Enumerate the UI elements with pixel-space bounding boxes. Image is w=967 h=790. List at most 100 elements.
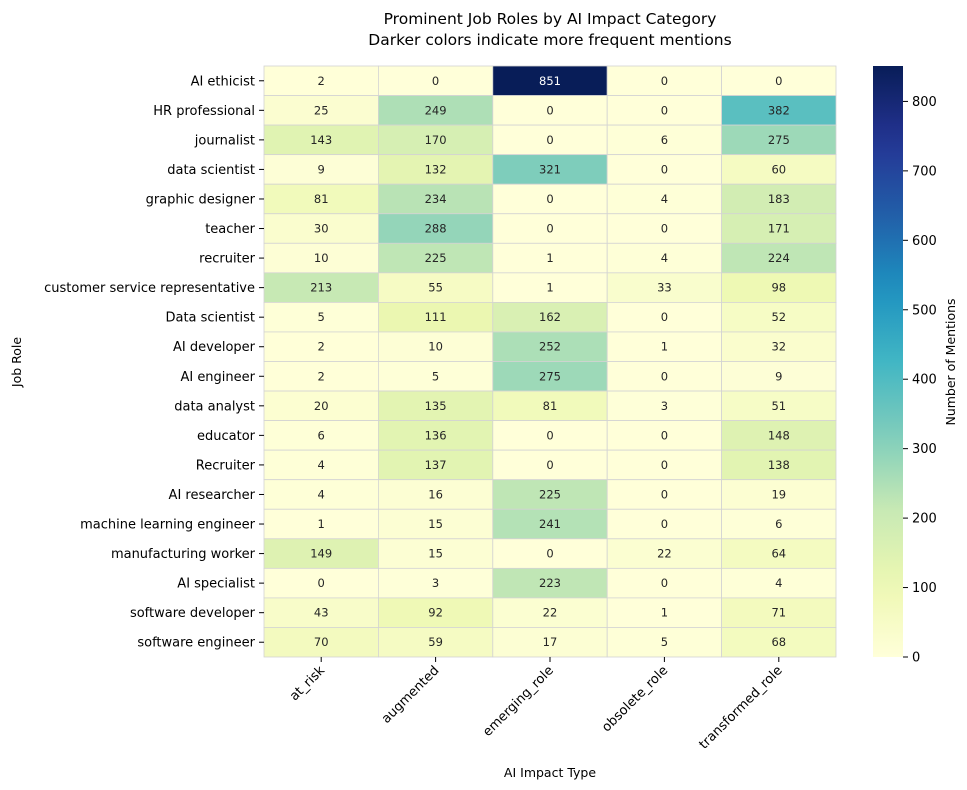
cell-value-label: 0 (775, 74, 782, 88)
cell-value-label: 4 (318, 487, 325, 501)
heatmap-cell (721, 272, 837, 303)
colorbar-label: Number of Mentions (943, 298, 958, 425)
cell-value-label: 183 (768, 192, 790, 206)
cell-value-label: 9 (775, 369, 782, 383)
cell-value-label: 0 (661, 576, 668, 590)
heatmap-cell (377, 538, 494, 569)
heatmap-cell (721, 449, 837, 481)
cell-value-label: 60 (771, 162, 786, 176)
cell-value-label: 138 (768, 458, 790, 472)
heatmap-cell (721, 479, 837, 510)
cell-value-label: 0 (546, 103, 553, 117)
cell-value-label: 55 (428, 281, 443, 295)
y-tick-label: Data scientist (165, 311, 255, 326)
cell-value-label: 15 (428, 547, 443, 561)
cell-value-label: 0 (661, 517, 668, 531)
y-tick-label: AI ethicist (191, 74, 255, 89)
heatmap-cell (721, 183, 837, 215)
heatmap-cell (492, 213, 608, 244)
cell-value-label: 9 (318, 162, 325, 176)
cell-value-label: 3 (661, 399, 668, 413)
y-tick-label: AI specialist (177, 577, 255, 592)
heatmap-cell (492, 479, 608, 510)
y-tick-label: customer service representative (44, 281, 255, 296)
cell-value-label: 275 (768, 133, 790, 147)
heatmap-cell (721, 301, 837, 333)
heatmap-cell (377, 272, 494, 303)
colorbar-tick-label: 700 (912, 164, 937, 179)
heatmap-cell (721, 567, 837, 599)
cell-value-label: 33 (657, 281, 672, 295)
heatmap-cell (721, 361, 837, 392)
cell-value-label: 4 (775, 576, 782, 590)
y-tick-label: manufacturing worker (111, 547, 256, 562)
y-tick-label: AI engineer (180, 370, 255, 385)
x-tick-label: augmented (379, 663, 442, 726)
y-tick-label: Recruiter (196, 458, 256, 473)
x-tick-label: emerging_role (480, 663, 557, 740)
cell-value-label: 64 (771, 547, 786, 561)
heatmap-cell (606, 479, 723, 510)
heatmap-cell (492, 567, 608, 599)
heatmap-cell (377, 213, 494, 244)
heatmap-cell (263, 331, 379, 362)
cell-value-label: 321 (539, 162, 561, 176)
cell-value-label: 51 (771, 399, 786, 413)
heatmap-cell (492, 627, 608, 658)
heatmap-cell (606, 154, 723, 185)
y-tick-label: data scientist (167, 163, 255, 178)
cell-value-label: 30 (314, 222, 329, 236)
heatmap-cell (721, 213, 837, 244)
cell-value-label: 6 (775, 517, 782, 531)
x-tick-labels: at_risk augmented emerging_role obsolete_ro… (287, 657, 786, 752)
heatmap-cell (606, 538, 723, 569)
cell-value-label: 1 (661, 606, 668, 620)
cell-value-label: 135 (425, 399, 447, 413)
heatmap-cell (492, 65, 608, 96)
cell-value-label: 132 (425, 162, 447, 176)
heatmap-cell (721, 538, 837, 569)
heatmap-cell (263, 272, 379, 303)
cell-value-label: 1 (546, 281, 553, 295)
cell-value-label: 15 (428, 517, 443, 531)
colorbar-tick-label: 200 (912, 512, 937, 527)
cell-value-label: 162 (539, 310, 561, 324)
cell-value-label: 275 (539, 369, 561, 383)
y-tick-label: educator (197, 429, 256, 444)
y-tick-label: graphic designer (146, 192, 256, 207)
cell-value-label: 0 (661, 487, 668, 501)
heatmap-cell (606, 213, 723, 244)
heatmap-cell (721, 95, 837, 126)
cell-value-label: 70 (314, 635, 329, 649)
cell-value-label: 19 (771, 487, 786, 501)
cell-value-label: 137 (425, 458, 447, 472)
y-tick-label: AI researcher (169, 488, 256, 503)
heatmap-cell (263, 65, 379, 96)
cell-value-label: 148 (768, 428, 790, 442)
cell-value-label: 5 (318, 310, 325, 324)
heatmap-cell (606, 331, 723, 362)
heatmap-cell (263, 627, 379, 658)
cell-value-label: 0 (661, 162, 668, 176)
y-axis-label: Job Role (9, 337, 24, 388)
cell-value-label: 4 (661, 192, 668, 206)
heatmap-cell (606, 449, 723, 481)
cell-value-label: 0 (546, 428, 553, 442)
heatmap-cell (492, 95, 608, 126)
x-tick-label: transformed_role (696, 663, 785, 752)
heatmap-cell (263, 420, 379, 451)
cell-value-label: 22 (543, 606, 558, 620)
cell-value-label: 0 (661, 428, 668, 442)
heatmap-cell (721, 597, 837, 628)
heatmap-cell (492, 538, 608, 569)
cell-value-label: 224 (768, 251, 790, 265)
cell-value-label: 1 (318, 517, 325, 531)
cell-value-label: 92 (428, 606, 443, 620)
heatmap-cell (492, 301, 608, 333)
cell-value-label: 241 (539, 517, 561, 531)
cell-value-label: 59 (428, 635, 443, 649)
colorbar-tick-label: 0 (912, 651, 920, 666)
cell-value-label: 170 (425, 133, 447, 147)
cell-value-label: 0 (546, 547, 553, 561)
